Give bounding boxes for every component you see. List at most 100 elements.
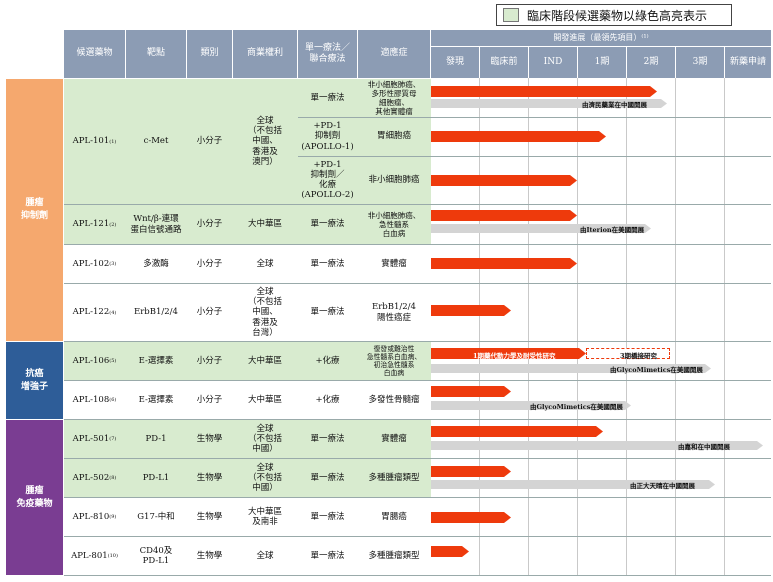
rights-apl501: 全球 （不包括 中國） xyxy=(247,423,282,455)
label-apl106-phase3: 3期橋接研究 xyxy=(620,352,658,360)
bar-apl501 xyxy=(431,426,603,437)
type-apl801: 生物學 xyxy=(196,550,223,561)
legend-text: 臨床階段候選藥物以綠色高亮表示 xyxy=(527,8,708,23)
drug-apl101: APL-101 (1) xyxy=(72,136,117,147)
header-stage-phase1: 1期 xyxy=(578,47,626,78)
grid-v-6 xyxy=(724,78,725,575)
row-subline xyxy=(298,117,771,118)
header-stage-phase3: 3期 xyxy=(676,47,724,78)
row-line xyxy=(64,575,771,576)
label-apl106-phase1: 1期藥代動力學及耐受性研究 xyxy=(473,352,556,360)
header-indication: 適應症 xyxy=(358,30,430,78)
bar-apl108 xyxy=(431,386,511,397)
row-line xyxy=(64,204,771,205)
type-apl121: 小分子 xyxy=(196,219,223,230)
type-apl108: 小分子 xyxy=(196,394,223,405)
header-progress: 開發進展（最領先項目）⁽¹⁾ xyxy=(431,30,771,46)
shadow-apl121 xyxy=(431,224,651,233)
therapy-apl122: 單一療法 xyxy=(310,307,345,318)
type-apl101: 小分子 xyxy=(196,136,223,147)
highlight-apl106 xyxy=(64,342,431,380)
shadow-apl101 xyxy=(431,99,667,108)
rights-apl101: 全球 （不包括 中國、 香港及 澳門） xyxy=(247,116,282,167)
shadow-apl502 xyxy=(431,480,715,489)
therapy-apl101-mono: 單一療法 xyxy=(310,92,345,103)
type-apl810: 生物學 xyxy=(196,511,223,522)
indication-apl102: 實體瘤 xyxy=(381,258,407,269)
bar-apl102 xyxy=(431,258,577,269)
indication-apl101-mono: 非小細胞肺癌、 多形性膠質母 細胞瘤、 其他實體瘤 xyxy=(367,80,421,116)
rights-apl108: 大中華區 xyxy=(247,394,282,405)
target-apl801: CD40及 PD-L1 xyxy=(139,545,173,566)
bar-apl810 xyxy=(431,512,511,523)
drug-apl121: APL-121 (2) xyxy=(72,219,117,230)
therapy-apl106: +化療 xyxy=(315,355,340,366)
indication-apl122: ErbB1/2/4 陽性癌症 xyxy=(372,302,416,323)
header-stage-ind: IND xyxy=(529,47,577,78)
drug-apl106: APL-106 (5) xyxy=(72,355,117,366)
header-stage-discovery: 發現 xyxy=(431,47,479,78)
header-stage-preclinical: 臨床前 xyxy=(480,47,528,78)
target-apl106: E-選擇素 xyxy=(138,355,174,366)
label-apl101: 由濟民藥業在中國開展 xyxy=(582,101,647,109)
rights-apl122: 全球 （不包括 中國、 香港及 台灣） xyxy=(247,287,282,338)
bar-apl101-apollo2 xyxy=(431,175,577,186)
legend: 臨床階段候選藥物以綠色高亮表示 xyxy=(496,4,732,26)
indication-apl106: 復發或難治性 急性髓系白血病、 初治急性髓系 白血病 xyxy=(366,344,422,378)
drug-apl108: APL-108 (6) xyxy=(72,394,117,405)
header-stage-phase2: 2期 xyxy=(627,47,675,78)
header-therapy: 單一療法／ 聯合療法 xyxy=(298,30,357,78)
bar-apl121 xyxy=(431,210,577,221)
row-line xyxy=(64,244,771,245)
rights-apl502: 全球 （不包括 中國） xyxy=(247,462,282,494)
header-rights: 商業權利 xyxy=(233,30,297,78)
grid-v-5 xyxy=(675,78,676,575)
indication-apl101-apollo1: 胃細胞癌 xyxy=(376,131,411,142)
therapy-apl101-apollo1: +PD-1 抑制劑 (APOLLO-1) xyxy=(301,121,354,152)
row-line xyxy=(64,497,771,498)
indication-apl101-apollo2: 非小細胞肺癌 xyxy=(368,174,420,185)
row-line xyxy=(64,458,771,459)
row-line xyxy=(64,536,771,537)
shadow-apl106 xyxy=(431,364,711,373)
grid-v-4 xyxy=(626,78,627,575)
bar-apl122 xyxy=(431,305,511,316)
label-apl106-grey: 由GlycoMimetics在美國開展 xyxy=(610,366,703,374)
target-apl122: ErbB1/2/4 xyxy=(134,307,178,318)
bar-apl106-phase3 xyxy=(586,348,670,359)
row-line xyxy=(64,380,771,381)
indication-apl501: 實體瘤 xyxy=(381,433,407,444)
drug-apl801: APL-801 (10) xyxy=(71,550,118,561)
category-tumor-inhibitors: 腫瘤 抑制劑 xyxy=(6,79,63,341)
label-apl501: 由嘉和在中國開展 xyxy=(678,443,730,451)
rights-apl801: 全球 xyxy=(256,550,274,561)
drug-apl502: APL-502 (8) xyxy=(72,472,117,483)
category-immuno-oncology: 腫瘤 免疫藥物 xyxy=(6,420,63,575)
shadow-apl108 xyxy=(431,401,631,410)
label-apl502: 由正大天晴在中國開展 xyxy=(630,482,695,490)
rights-apl121: 大中華區 xyxy=(247,219,282,230)
row-line xyxy=(64,341,771,342)
target-apl101: c-Met xyxy=(143,136,169,147)
therapy-apl101-apollo2: +PD-1 抑制劑／ 化療 (APOLLO-2) xyxy=(301,159,354,201)
indication-apl108: 多發性骨髓瘤 xyxy=(368,394,420,405)
target-apl501: PD-1 xyxy=(145,433,167,444)
grid-v-3 xyxy=(577,78,578,575)
bar-apl101-mono xyxy=(431,86,657,97)
row-line xyxy=(64,283,771,284)
type-apl122: 小分子 xyxy=(196,307,223,318)
drug-apl102: APL-102 (3) xyxy=(72,258,117,269)
category-anticancer-enhancers: 抗癌 增強子 xyxy=(6,342,63,419)
rights-apl106: 大中華區 xyxy=(247,355,282,366)
therapy-apl121: 單一療法 xyxy=(310,219,345,230)
bar-apl502 xyxy=(431,466,511,477)
row-subline xyxy=(298,156,771,157)
row-line xyxy=(64,419,771,420)
drug-apl810: APL-810 (9) xyxy=(72,511,117,522)
header-target: 靶點 xyxy=(126,30,186,78)
header-type: 類別 xyxy=(187,30,232,78)
target-apl108: E-選擇素 xyxy=(138,394,174,405)
target-apl102: 多激酶 xyxy=(143,258,169,269)
indication-apl502: 多種腫瘤類型 xyxy=(368,472,420,483)
therapy-apl501: 單一療法 xyxy=(310,433,345,444)
